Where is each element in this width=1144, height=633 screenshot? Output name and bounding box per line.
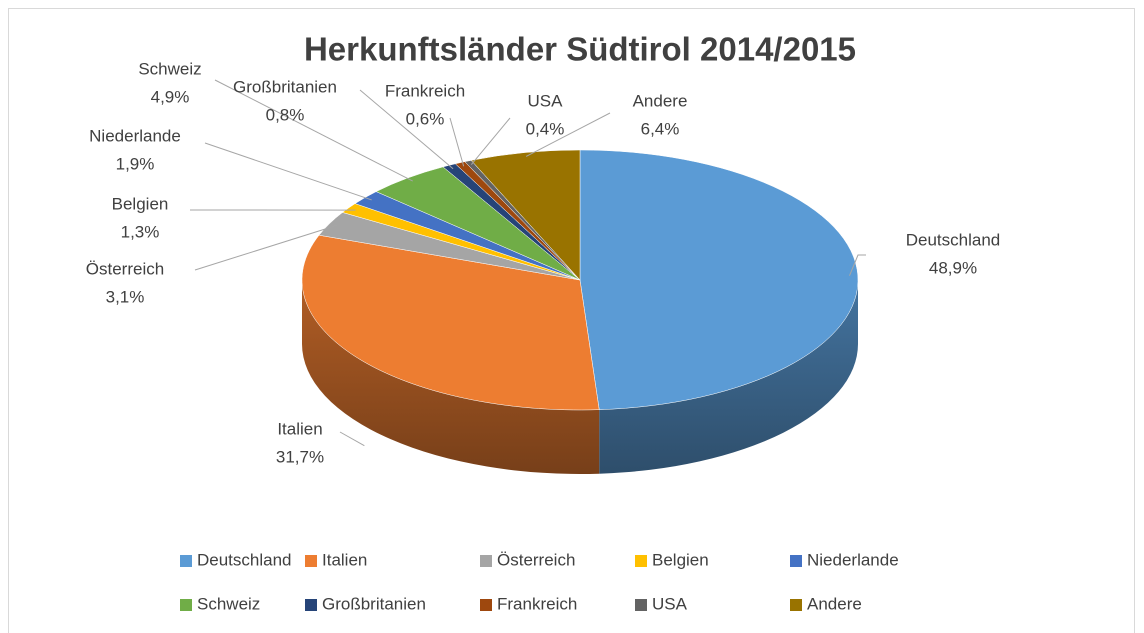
legend-label: Deutschland [197,550,292,569]
slice-side [599,280,858,474]
data-label-name: Frankreich [385,81,465,100]
legend-swatch [635,599,647,611]
data-label: 3,1% [106,287,145,306]
legend-swatch [790,599,802,611]
data-label-name: Deutschland [906,230,1001,249]
slice [301,234,600,411]
legend-swatch [480,555,492,567]
legend-swatch [305,599,317,611]
legend-label: Österreich [497,550,575,569]
data-label-name: Belgien [112,194,169,213]
data-label: 1,9% [116,154,155,173]
leader-line [470,117,511,165]
legend-label: Großbritanien [322,594,426,613]
data-label: 48,9% [929,258,977,277]
data-label: 0,6% [406,109,445,128]
slice [579,149,859,410]
leader-line [359,89,454,170]
legend-swatch [180,555,192,567]
leader-line [525,112,611,157]
data-label-name: USA [528,91,564,110]
leader-line [194,224,338,271]
data-label-name: Österreich [86,259,164,278]
legend-label: Andere [807,594,862,613]
legend-swatch [305,555,317,567]
data-label-name: Andere [633,91,688,110]
legend-swatch [180,599,192,611]
data-label: 31,7% [276,447,324,466]
legend-swatch [480,599,492,611]
leader-line [449,117,465,167]
legend-label: USA [652,594,688,613]
legend-label: Belgien [652,550,709,569]
data-label: 0,4% [526,119,565,138]
legend-label: Schweiz [197,594,260,613]
data-label: 0,8% [266,105,305,124]
data-label-name: Italien [277,419,322,438]
leader-line [204,142,372,201]
slice-side [302,280,600,474]
leader-line [339,431,365,447]
data-label: 6,4% [641,119,680,138]
data-label-name: Schweiz [138,59,201,78]
chart-title: Herkunftsländer Südtirol 2014/2015 [304,31,856,68]
data-label-name: Großbritanien [233,77,337,96]
legend-swatch [635,555,647,567]
legend-label: Frankreich [497,594,577,613]
legend-label: Niederlande [807,550,899,569]
leader-line [214,79,413,182]
data-label-name: Niederlande [89,126,181,145]
legend-swatch [790,555,802,567]
data-label: 4,9% [151,87,190,106]
data-label: 1,3% [121,222,160,241]
slice [470,149,581,281]
leader-line [849,254,866,276]
legend-label: Italien [322,550,367,569]
